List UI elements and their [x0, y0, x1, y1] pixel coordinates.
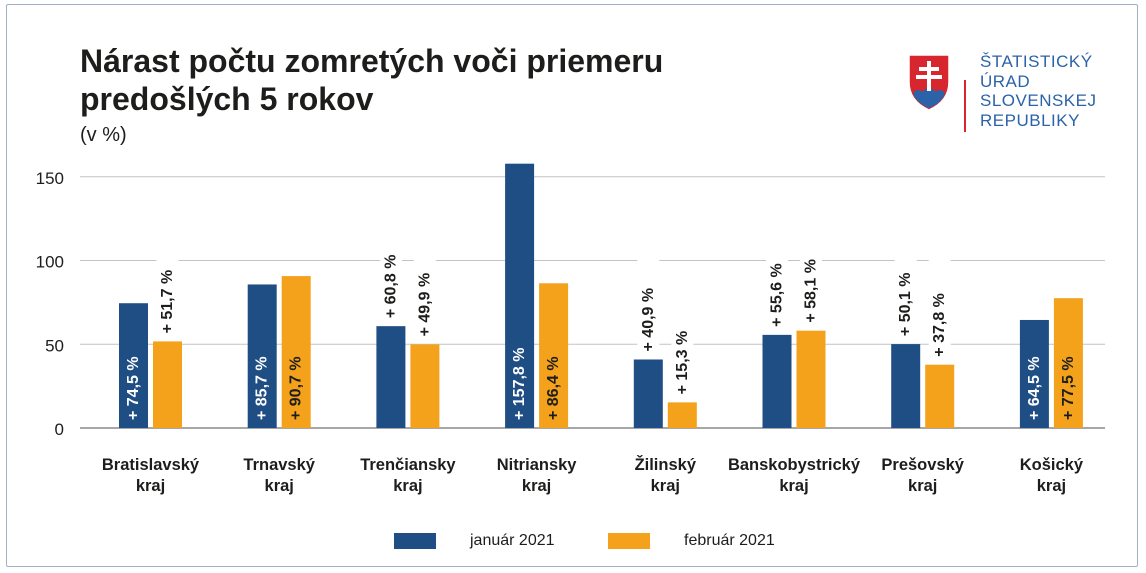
bar-january-0 — [119, 303, 148, 428]
category-label-6: Prešovský kraj — [881, 456, 964, 495]
category-label-line: kraj — [908, 477, 937, 495]
category-label-1: Trnavský kraj — [243, 456, 315, 495]
logo-separator — [964, 80, 966, 132]
category-label-line: kraj — [265, 477, 294, 495]
data-label-january-7: + 64,5 % — [1026, 356, 1043, 420]
data-label-january-2: + 60,8 % — [382, 255, 399, 319]
category-label-7: Košický kraj — [1020, 456, 1084, 495]
category-label-4: Žilinský kraj — [635, 455, 697, 495]
data-label-january-1: + 85,7 % — [254, 356, 271, 420]
category-label-3: Nitriansky kraj — [497, 456, 578, 495]
bar-january-4 — [633, 359, 663, 428]
data-label-january-5: + 55,6 % — [769, 263, 786, 327]
category-label-line: kraj — [393, 477, 422, 495]
data-label-january-0: + 74,5 % — [125, 356, 142, 420]
data-label-january-3: + 157,8 % — [511, 348, 528, 421]
logo-line-3: SLOVENSKEJ — [980, 91, 1097, 110]
slovak-coat-of-arms-icon — [908, 54, 950, 111]
logo-line-2: ÚRAD — [980, 71, 1031, 91]
y-tick-label-150: 150 — [36, 169, 64, 188]
bar-january-6 — [891, 344, 921, 428]
category-label-line: Prešovský — [881, 456, 964, 474]
legend-item-january: január 2021 — [394, 532, 555, 550]
legend-item-february: február 2021 — [608, 532, 775, 550]
logo-line-1: ŠTATISTICKÝ — [980, 52, 1093, 71]
category-label-0: Bratislavský kraj — [102, 456, 200, 495]
bar-february-4 — [667, 402, 697, 428]
data-label-january-4: + 40,9 % — [640, 288, 657, 352]
data-label-bg-february-2 — [413, 238, 436, 339]
bar-january-5 — [762, 334, 792, 428]
data-label-bg-february-0 — [156, 235, 179, 336]
legend-label-february: február 2021 — [684, 532, 775, 549]
bar-january-3 — [505, 163, 535, 428]
data-label-february-3: + 86,4 % — [545, 356, 562, 420]
bar-february-7 — [1053, 298, 1083, 428]
data-label-february-0: + 51,7 % — [159, 270, 176, 334]
bar-january-2 — [376, 326, 406, 428]
category-label-line: kraj — [651, 477, 680, 495]
logo-line-4: REPUBLIKY — [980, 110, 1080, 130]
legend-swatch-february — [608, 533, 650, 549]
category-label-line: Košický — [1020, 456, 1084, 474]
category-label-line: Banskobystrický — [728, 456, 861, 474]
bar-february-1 — [281, 276, 311, 428]
data-label-february-4: + 15,3 % — [674, 331, 691, 395]
data-label-bg-january-6 — [894, 238, 917, 339]
category-label-line: kraj — [1037, 477, 1066, 495]
category-label-line: kraj — [779, 477, 808, 495]
y-tick-label-0: 0 — [55, 420, 64, 439]
chart-title: Nárast počtu zomretých voči priemeru pre… — [80, 43, 664, 117]
bar-february-3 — [539, 283, 569, 428]
data-label-february-2: + 49,9 % — [416, 273, 433, 337]
data-label-february-6: + 37,8 % — [931, 293, 948, 357]
y-tick-label-50: 50 — [45, 336, 64, 355]
statistical-office-logo: ŠTATISTICKÝ ÚRAD SLOVENSKEJ REPUBLIKY — [906, 52, 1106, 134]
category-label-line: Nitriansky — [497, 456, 578, 474]
data-label-february-7: + 77,5 % — [1060, 356, 1077, 420]
category-label-2: Trenčiansky kraj — [360, 456, 456, 495]
bar-january-1 — [247, 284, 277, 428]
data-label-bg-january-2 — [379, 220, 402, 321]
bar-february-6 — [925, 364, 955, 428]
legend-label-january: január 2021 — [470, 532, 555, 549]
bar-february-0 — [153, 341, 182, 428]
category-label-line: kraj — [522, 477, 551, 495]
data-label-bg-february-6 — [928, 258, 951, 359]
data-label-bg-january-4 — [637, 253, 660, 354]
bar-january-7 — [1019, 319, 1049, 428]
data-label-bg-february-4 — [671, 296, 694, 397]
y-axis-unit-label: (v %) — [80, 124, 127, 146]
data-label-january-6: + 50,1 % — [897, 272, 914, 336]
legend-swatch-january — [394, 533, 436, 549]
bar-february-2 — [410, 344, 440, 428]
data-label-february-1: + 90,7 % — [288, 356, 305, 420]
category-label-line: Žilinský — [635, 455, 697, 474]
data-label-bg-january-5 — [766, 228, 788, 329]
category-label-line: Bratislavský — [102, 456, 200, 474]
category-label-5: Banskobystrický kraj — [728, 456, 861, 495]
bar-february-5 — [796, 330, 826, 428]
data-label-february-5: + 58,1 % — [803, 259, 820, 323]
y-tick-label-100: 100 — [36, 253, 64, 272]
data-label-bg-february-5 — [800, 224, 822, 325]
chart-frame — [6, 4, 1138, 567]
logo-text: ŠTATISTICKÝ ÚRAD SLOVENSKEJ REPUBLIKY — [980, 52, 1097, 130]
category-label-line: kraj — [136, 477, 165, 495]
category-label-line: Trenčiansky — [360, 456, 456, 474]
category-label-line: Trnavský — [243, 456, 315, 474]
